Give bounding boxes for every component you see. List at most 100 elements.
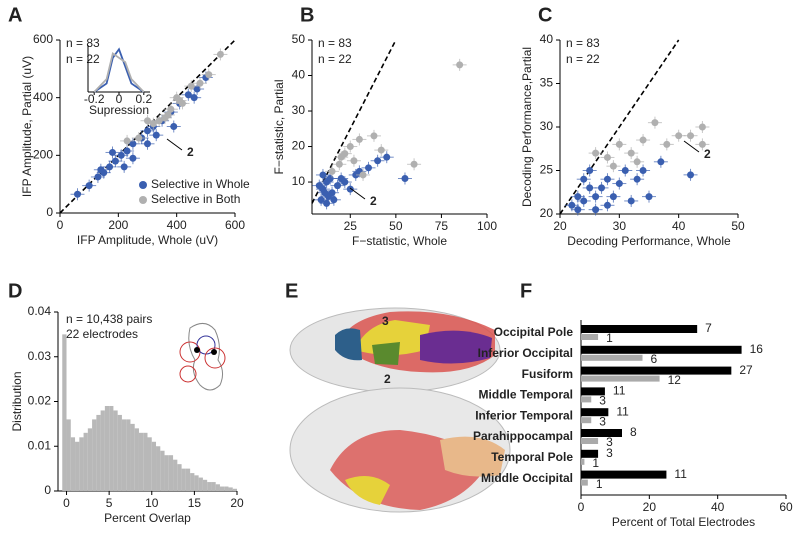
annotation: n = 22 <box>566 52 600 66</box>
y-tick-label: 0 <box>46 205 53 219</box>
point <box>698 123 706 131</box>
x-tick-label: 0 <box>578 500 585 514</box>
point <box>350 157 358 165</box>
point <box>657 158 665 166</box>
point <box>568 201 576 209</box>
point <box>633 158 641 166</box>
annotation: 22 electrodes <box>66 327 138 341</box>
point <box>164 111 172 119</box>
annotation: n = 83 <box>318 36 352 50</box>
panel-letter: D <box>8 280 22 302</box>
point <box>592 149 600 157</box>
count-label: 8 <box>630 425 637 439</box>
panel-letter: E <box>285 280 298 302</box>
point <box>410 160 418 168</box>
y-tick-label: 20 <box>540 206 554 220</box>
region <box>335 328 362 361</box>
y-tick-label: 30 <box>292 103 306 117</box>
point <box>317 196 325 204</box>
y-tick-label: 40 <box>292 68 306 82</box>
arrow <box>683 140 700 153</box>
point <box>144 117 151 125</box>
region <box>420 330 492 364</box>
count-label: 3 <box>599 414 606 428</box>
inset-x-tick-label: 0 <box>116 92 123 106</box>
point <box>639 167 647 174</box>
annotation: n = 22 <box>318 52 352 66</box>
y-tick-label: 0.01 <box>28 438 52 452</box>
point <box>687 132 695 140</box>
bar <box>79 437 84 491</box>
x-tick-label: 10 <box>145 496 159 510</box>
y-tick-label: 0 <box>44 483 51 497</box>
point <box>383 153 391 161</box>
annotation: n = 22 <box>66 52 100 66</box>
point <box>190 94 198 102</box>
inset-x-label: Supression <box>89 103 149 117</box>
point <box>615 140 623 148</box>
x-tick-label: 30 <box>613 219 627 233</box>
y-axis-label: Distribution <box>10 371 24 431</box>
count-label: 11 <box>616 404 629 418</box>
point <box>341 150 349 158</box>
x-tick-label: 20 <box>643 500 657 514</box>
point <box>129 154 137 162</box>
annotation: n = 83 <box>66 36 100 50</box>
bar <box>581 458 585 465</box>
bar <box>211 482 216 491</box>
bar <box>156 446 161 491</box>
point <box>645 193 653 201</box>
annotation: n = 83 <box>566 36 600 50</box>
panel-letter: A <box>8 4 22 26</box>
point <box>94 173 102 181</box>
legend-swatch <box>139 196 147 204</box>
point <box>346 185 354 193</box>
bar <box>151 441 157 491</box>
point <box>326 174 334 182</box>
point <box>335 160 343 168</box>
point <box>123 137 131 145</box>
point <box>352 171 360 179</box>
panel-letter: C <box>538 4 552 26</box>
bar <box>581 345 742 354</box>
point <box>330 196 338 204</box>
bar <box>143 432 148 491</box>
point <box>580 175 588 183</box>
bar <box>581 449 599 458</box>
bar <box>92 419 97 491</box>
bar <box>190 473 195 491</box>
inset-x-tick-label: -0.2 <box>84 92 105 106</box>
legend-label: Selective in Whole <box>151 177 250 191</box>
bar <box>70 437 76 491</box>
point <box>633 175 641 183</box>
y-tick-label: 0.03 <box>28 349 52 363</box>
x-tick-label: 5 <box>106 496 113 510</box>
point <box>216 50 224 58</box>
y-axis-label: IFP Amplitude, Partial (uV) <box>20 56 34 197</box>
point <box>193 85 201 93</box>
bar <box>581 375 660 382</box>
point <box>144 140 151 148</box>
bar <box>185 468 191 491</box>
category-label: Middle Temporal <box>479 388 573 402</box>
count-label: 3 <box>606 446 613 460</box>
count-label: 3 <box>606 435 613 449</box>
bar <box>581 438 599 444</box>
point <box>675 132 683 140</box>
point <box>603 201 611 209</box>
point <box>328 167 336 175</box>
y-tick-label: 600 <box>33 32 53 46</box>
bar <box>581 334 599 340</box>
x-tick-label: 50 <box>389 219 403 233</box>
x-tick-label: 15 <box>188 496 202 510</box>
legend-label: Selective in Both <box>151 192 240 206</box>
bar <box>113 410 118 491</box>
y-axis-label: Decoding Performance,Partial <box>520 47 534 207</box>
point <box>323 199 331 207</box>
annotation: 2 <box>187 145 194 159</box>
count-label: 11 <box>674 467 687 481</box>
panel-letter: B <box>300 4 314 26</box>
point <box>377 146 385 154</box>
region <box>345 476 390 505</box>
category-label: Fusiform <box>522 367 573 381</box>
